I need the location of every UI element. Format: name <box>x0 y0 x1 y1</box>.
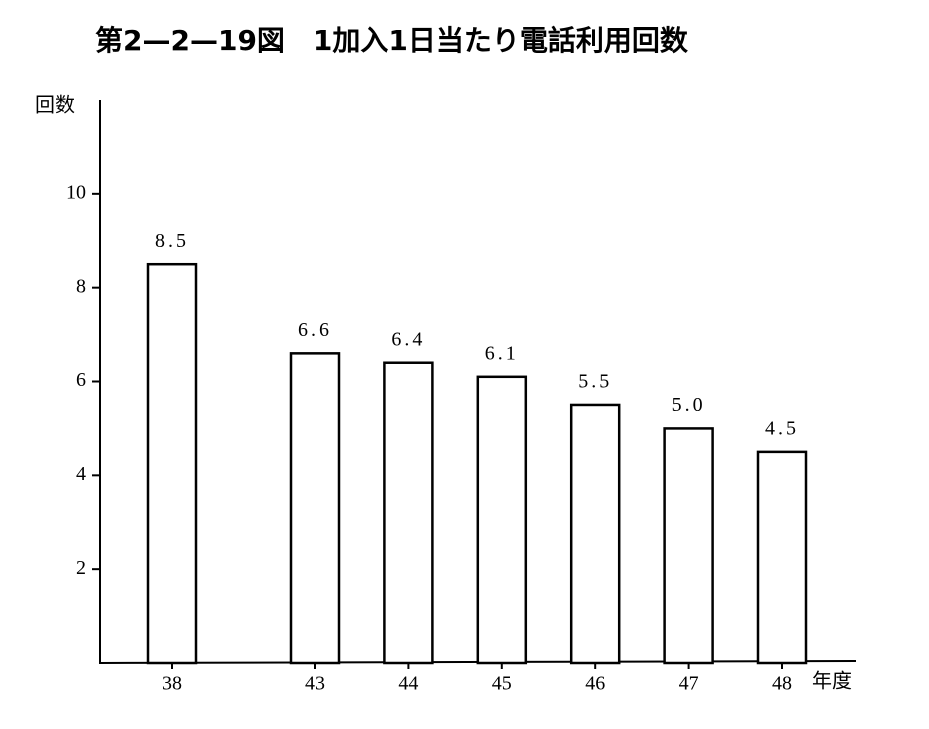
value-label: 6.1 <box>485 342 519 364</box>
x-tick-label: 45 <box>492 673 512 695</box>
value-label: 5.5 <box>578 371 612 393</box>
y-tick-label: 8 <box>76 275 86 297</box>
value-label: 6.4 <box>391 328 425 350</box>
x-axis-label: 年度 <box>812 669 852 693</box>
bar <box>476 375 528 665</box>
x-tick-label: 43 <box>305 673 325 695</box>
x-tick-label: 44 <box>398 673 418 695</box>
value-label: 4.5 <box>765 417 799 439</box>
y-tick-label: 2 <box>76 557 86 579</box>
bar <box>146 262 198 665</box>
bar <box>289 352 341 665</box>
x-tick-label: 38 <box>162 673 182 695</box>
y-axis-label: 回数 <box>35 93 75 117</box>
y-tick-label: 4 <box>76 463 86 485</box>
bar <box>756 450 808 665</box>
bar <box>383 361 434 665</box>
value-label: 5.0 <box>672 394 706 416</box>
chart-title: 第2—2—19図 1加入1日当たり電話利用回数 <box>95 24 689 57</box>
x-tick-label: 48 <box>772 673 792 695</box>
value-label: 8.5 <box>155 230 189 252</box>
bar <box>663 427 714 665</box>
y-tick-label: 10 <box>66 181 86 203</box>
value-label: 6.6 <box>298 319 332 341</box>
bar <box>569 403 621 665</box>
x-tick-label: 46 <box>585 673 605 695</box>
y-tick-label: 6 <box>76 369 86 391</box>
x-tick-label: 47 <box>679 673 699 695</box>
